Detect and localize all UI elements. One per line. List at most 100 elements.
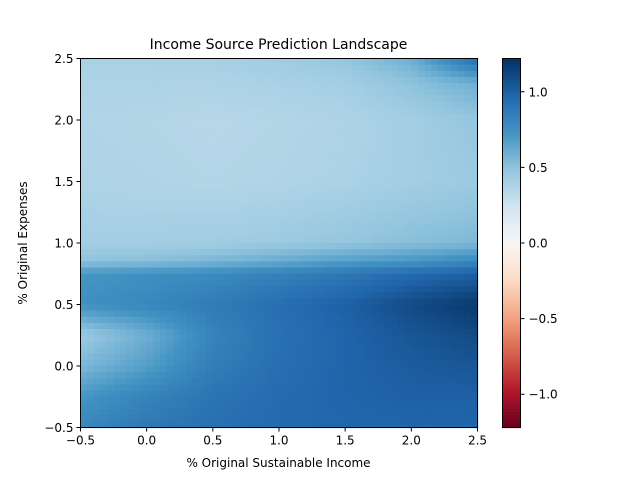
heatmap-cell — [140, 298, 148, 306]
heatmap-cell — [100, 70, 108, 78]
heatmap-cell — [186, 359, 194, 367]
heatmap-cell — [470, 347, 479, 355]
heatmap-cell — [404, 138, 412, 146]
heatmap-cell — [417, 249, 426, 256]
heatmap-cell — [245, 409, 254, 416]
heatmap-cell — [279, 126, 287, 133]
heatmap-cell — [186, 95, 194, 103]
heatmap-cell — [378, 396, 386, 404]
heatmap-cell — [140, 402, 148, 410]
heatmap-cell — [159, 181, 168, 189]
heatmap-cell — [444, 218, 452, 226]
heatmap-cell — [404, 156, 412, 164]
heatmap-cell — [212, 310, 221, 318]
heatmap-cell — [398, 126, 406, 133]
heatmap-cell — [272, 95, 280, 103]
heatmap-cell — [437, 175, 446, 183]
heatmap-cell — [464, 101, 472, 109]
heatmap-cell — [457, 298, 465, 306]
heatmap-cell — [140, 384, 148, 392]
heatmap-cell — [146, 107, 154, 115]
heatmap-cell — [153, 212, 161, 219]
heatmap-cell — [153, 329, 161, 336]
heatmap-cell — [140, 267, 148, 275]
heatmap-cell — [226, 120, 234, 127]
heatmap-cell — [325, 378, 333, 386]
heatmap-cell — [166, 286, 174, 293]
heatmap-cell — [378, 304, 386, 312]
heatmap-cell — [206, 70, 214, 78]
heatmap-cell — [166, 396, 174, 404]
heatmap-cell — [378, 230, 386, 238]
heatmap-cell — [285, 206, 293, 213]
heatmap-cell — [279, 156, 287, 164]
heatmap-cell — [292, 156, 300, 164]
heatmap-cell — [206, 273, 214, 281]
heatmap-cell — [252, 353, 260, 361]
heatmap-cell — [106, 390, 115, 398]
heatmap-cell — [424, 255, 432, 263]
heatmap-cell — [199, 193, 207, 201]
heatmap-cell — [106, 120, 115, 127]
heatmap-cell — [173, 58, 181, 66]
colorbar-segment — [502, 166, 521, 170]
heatmap-cell — [351, 193, 359, 201]
heatmap-cell — [186, 113, 194, 121]
heatmap-cell — [265, 187, 273, 195]
heatmap-cell — [424, 402, 432, 410]
heatmap-cell — [232, 341, 240, 349]
heatmap-cell — [219, 83, 227, 90]
colorbar-segment — [502, 80, 521, 84]
heatmap-cell — [87, 199, 95, 207]
heatmap-cell — [411, 255, 419, 263]
heatmap-cell — [80, 199, 88, 207]
heatmap-cell — [338, 187, 346, 195]
heatmap-cell — [265, 206, 273, 213]
heatmap-cell — [259, 89, 267, 96]
heatmap-cell — [318, 236, 326, 244]
heatmap-cell — [384, 292, 393, 299]
heatmap-cell — [146, 224, 154, 232]
heatmap-cell — [305, 199, 313, 207]
heatmap-cell — [173, 120, 181, 127]
heatmap-cell — [106, 163, 115, 170]
heatmap-cell — [424, 316, 432, 324]
heatmap-cell — [140, 396, 148, 404]
heatmap-cell — [345, 132, 353, 140]
heatmap-cell — [391, 359, 399, 367]
heatmap-cell — [312, 206, 320, 213]
heatmap-cell — [292, 89, 300, 96]
heatmap-cell — [206, 144, 214, 152]
heatmap-cell — [431, 169, 439, 176]
heatmap-cell — [133, 322, 141, 330]
heatmap-cell — [173, 255, 181, 263]
heatmap-cell — [80, 298, 88, 306]
heatmap-cell — [331, 89, 340, 96]
heatmap-cell — [424, 267, 432, 275]
heatmap-cell — [431, 243, 439, 250]
heatmap-cell — [166, 212, 174, 219]
heatmap-cell — [417, 212, 426, 219]
heatmap-cell — [279, 107, 287, 115]
heatmap-cell — [153, 163, 161, 170]
heatmap-cell — [331, 316, 340, 324]
heatmap-cell — [444, 70, 452, 78]
colorbar-segment — [502, 316, 521, 321]
heatmap-cell — [153, 255, 161, 263]
heatmap-cell — [417, 113, 426, 121]
heatmap-cell — [219, 126, 227, 133]
heatmap-cell — [404, 261, 412, 269]
heatmap-cell — [173, 279, 181, 287]
heatmap-cell — [305, 169, 313, 176]
heatmap-cell — [153, 402, 161, 410]
heatmap-cell — [179, 292, 187, 299]
heatmap-cell — [120, 255, 128, 263]
heatmap-cell — [464, 218, 472, 226]
heatmap-cell — [292, 169, 300, 176]
heatmap-cell — [186, 230, 194, 238]
heatmap-cell — [100, 181, 108, 189]
heatmap-cell — [93, 113, 101, 121]
heatmap-cell — [219, 261, 227, 269]
heatmap-cell — [384, 286, 393, 293]
heatmap-cell — [87, 101, 95, 109]
